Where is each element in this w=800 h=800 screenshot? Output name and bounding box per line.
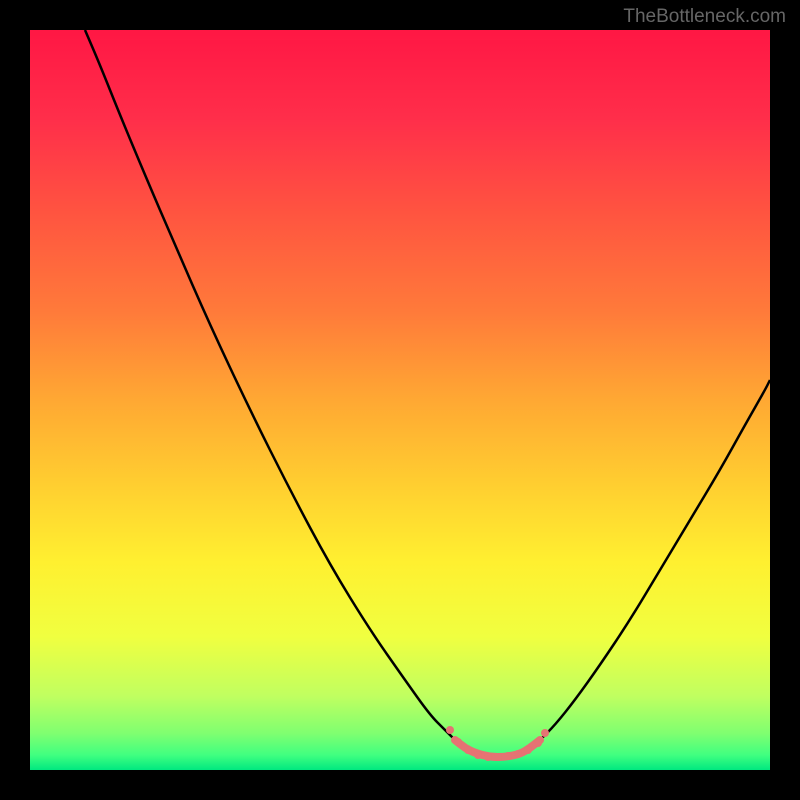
right-curve	[540, 380, 770, 740]
watermark-text: TheBottleneck.com	[623, 6, 786, 28]
chart-plot-area	[30, 30, 770, 770]
curve-layer	[30, 30, 770, 770]
left-curve	[85, 30, 455, 740]
